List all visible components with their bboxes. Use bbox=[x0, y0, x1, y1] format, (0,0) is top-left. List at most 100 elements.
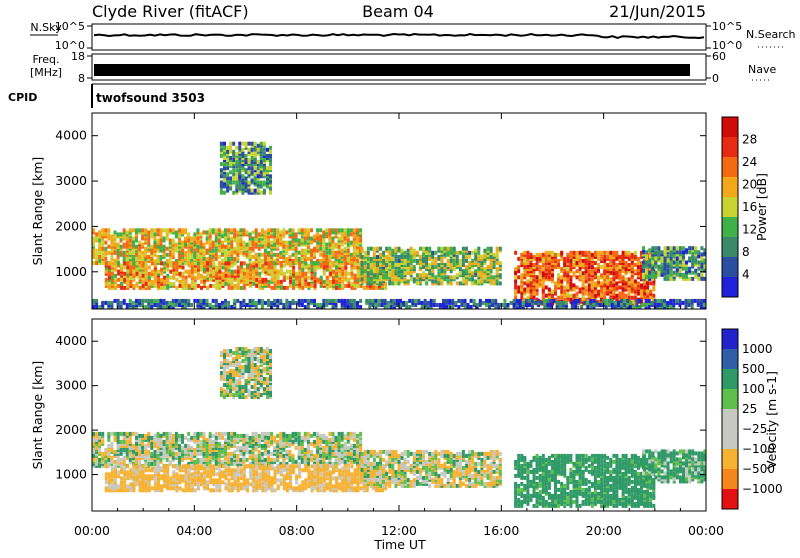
heatmap-cell bbox=[264, 241, 267, 245]
heatmap-cell bbox=[144, 299, 147, 303]
heatmap-cell bbox=[221, 249, 224, 253]
heatmap-cell bbox=[341, 237, 344, 241]
heatmap-cell bbox=[338, 237, 341, 241]
heatmap-cell bbox=[485, 299, 488, 303]
heatmap-cell bbox=[101, 247, 104, 251]
heatmap-cell bbox=[258, 247, 261, 251]
heatmap-cell bbox=[424, 299, 427, 303]
heatmap-cell bbox=[676, 246, 679, 250]
heatmap-cell bbox=[603, 265, 606, 269]
heatmap-cell bbox=[132, 444, 135, 448]
heatmap-cell bbox=[258, 232, 261, 236]
heatmap-cell bbox=[135, 452, 138, 456]
heatmap-cell bbox=[224, 257, 227, 261]
heatmap-cell bbox=[569, 255, 572, 259]
heatmap-cell bbox=[490, 275, 493, 279]
heatmap-cell bbox=[266, 166, 269, 170]
heatmap-cell bbox=[175, 230, 178, 234]
heatmap-cell bbox=[172, 299, 175, 303]
heatmap-cell bbox=[332, 299, 335, 303]
heatmap-cell bbox=[123, 243, 126, 247]
heatmap-cell bbox=[229, 176, 232, 180]
heatmap-cell bbox=[123, 299, 126, 303]
heatmap-cell bbox=[322, 239, 325, 243]
heatmap-cell bbox=[643, 286, 646, 290]
heatmap-cell bbox=[379, 269, 382, 273]
heatmap-cell bbox=[370, 279, 373, 283]
heatmap-cell bbox=[218, 464, 221, 468]
heatmap-cell bbox=[252, 237, 255, 241]
heatmap-cell bbox=[682, 267, 685, 271]
heatmap-cell bbox=[147, 237, 150, 241]
heatmap-cell bbox=[350, 276, 353, 280]
heatmap-cell bbox=[264, 301, 267, 305]
heatmap-cell bbox=[298, 228, 301, 232]
heatmap-cell bbox=[612, 265, 615, 269]
heatmap-cell bbox=[280, 280, 283, 284]
heatmap-cell bbox=[276, 452, 279, 456]
heatmap-cell bbox=[101, 301, 104, 305]
heatmap-cell bbox=[589, 299, 592, 303]
heatmap-cell bbox=[190, 452, 193, 456]
heatmap-cell bbox=[212, 270, 215, 274]
heatmap-cell bbox=[416, 251, 419, 255]
heatmap-cell bbox=[107, 438, 110, 442]
heatmap-cell bbox=[160, 434, 163, 438]
heatmap-cell bbox=[157, 270, 160, 274]
heatmap-cell bbox=[258, 264, 261, 268]
heatmap-cell bbox=[354, 274, 357, 278]
heatmap-cell bbox=[160, 278, 163, 282]
heatmap-cell bbox=[255, 458, 258, 462]
heatmap-cell bbox=[203, 230, 206, 234]
heatmap-cell bbox=[634, 269, 637, 273]
heatmap-cell bbox=[215, 257, 218, 261]
heatmap-cell bbox=[477, 251, 480, 255]
heatmap-cell bbox=[350, 272, 353, 276]
heatmap-cell bbox=[322, 230, 325, 234]
heatmap-cell bbox=[141, 434, 144, 438]
heatmap-cell bbox=[169, 432, 172, 436]
heatmap-cell bbox=[450, 265, 453, 269]
heatmap-cell bbox=[233, 239, 236, 243]
heatmap-cell bbox=[391, 249, 394, 253]
heatmap-cell bbox=[209, 274, 212, 278]
heatmap-cell bbox=[206, 274, 209, 278]
heatmap-cell bbox=[543, 305, 546, 309]
heatmap-cell bbox=[523, 259, 526, 263]
heatmap-cell bbox=[319, 450, 322, 454]
heatmap-cell bbox=[298, 452, 301, 456]
heatmap-cell bbox=[242, 251, 245, 255]
heatmap-cell bbox=[200, 266, 203, 270]
heatmap-cell bbox=[229, 156, 232, 160]
heatmap-cell bbox=[223, 162, 226, 166]
heatmap-cell bbox=[398, 281, 401, 285]
heatmap-cell bbox=[111, 276, 114, 280]
heatmap-cell bbox=[416, 259, 419, 263]
heatmap-cell bbox=[132, 284, 135, 288]
heatmap-cell bbox=[251, 160, 254, 164]
heatmap-cell bbox=[260, 191, 263, 195]
heatmap-cell bbox=[576, 251, 579, 255]
heatmap-cell bbox=[169, 239, 172, 243]
heatmap-cell bbox=[651, 246, 654, 250]
heatmap-cell bbox=[516, 299, 519, 303]
heatmap-cell bbox=[322, 446, 325, 450]
heatmap-cell bbox=[257, 170, 260, 174]
heatmap-cell bbox=[685, 248, 688, 252]
heatmap-cell bbox=[591, 269, 594, 273]
heatmap-cell bbox=[236, 299, 239, 303]
heatmap-cell bbox=[316, 438, 319, 442]
heatmap-cell bbox=[179, 284, 182, 288]
heatmap-cell bbox=[151, 280, 154, 284]
heatmap-cell bbox=[153, 450, 156, 454]
heatmap-cell bbox=[230, 257, 233, 261]
heatmap-cell bbox=[456, 255, 459, 259]
heatmap-cell bbox=[556, 305, 559, 309]
heatmap-cell bbox=[582, 271, 585, 275]
heatmap-cell bbox=[614, 301, 617, 305]
heatmap-cell bbox=[405, 301, 408, 305]
heatmap-cell bbox=[255, 432, 258, 436]
heatmap-cell bbox=[367, 281, 370, 285]
heatmap-cell bbox=[620, 299, 623, 303]
heatmap-cell bbox=[539, 269, 542, 273]
